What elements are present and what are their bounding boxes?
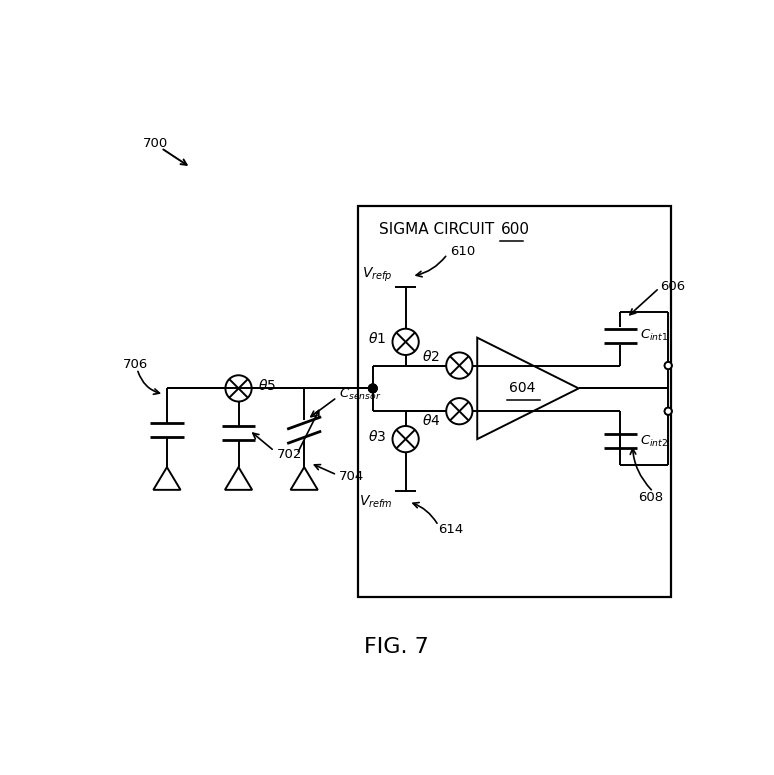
Text: $V_{refp}$: $V_{refp}$ [362,266,392,284]
Text: 704: 704 [339,470,364,483]
Text: 608: 608 [639,491,663,505]
Text: $C_{sensor}$: $C_{sensor}$ [339,387,382,402]
Circle shape [368,384,377,393]
Circle shape [665,408,672,415]
Text: 604: 604 [509,381,535,395]
Circle shape [665,408,672,415]
Text: $\theta3$: $\theta3$ [368,429,386,443]
Bar [358,206,671,598]
Text: 614: 614 [438,523,464,536]
Text: 610: 610 [450,245,476,257]
Text: FIG. 7: FIG. 7 [365,637,429,656]
Text: SIGMA CIRCUIT: SIGMA CIRCUIT [379,222,499,236]
Text: $\theta1$: $\theta1$ [368,332,386,346]
Circle shape [665,362,672,369]
Text: 700: 700 [143,137,168,150]
Text: 606: 606 [660,280,686,293]
Text: $\theta4$: $\theta4$ [422,412,440,428]
Circle shape [665,362,672,369]
Circle shape [368,384,377,393]
Circle shape [368,384,377,393]
Text: 706: 706 [123,358,149,371]
Text: $V_{refm}$: $V_{refm}$ [359,494,392,511]
Text: 600: 600 [501,222,530,236]
Text: 702: 702 [277,447,303,460]
Text: $\theta2$: $\theta2$ [423,349,440,364]
Text: $C_{int1}$: $C_{int1}$ [639,328,668,343]
Text: $\theta5$: $\theta5$ [258,378,276,393]
Text: $C_{int2}$: $C_{int2}$ [639,433,668,449]
